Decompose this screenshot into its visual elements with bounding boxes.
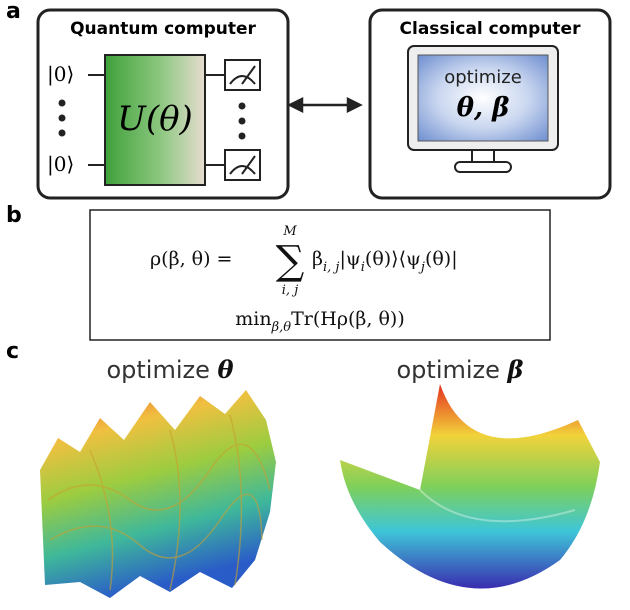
subscript: β,θ [271, 320, 292, 335]
objective: minβ,θTr(Hρ(β, θ)) [235, 308, 404, 335]
surface-title-symbol: θ [218, 355, 234, 384]
landscape-ridges [47, 414, 271, 591]
monitor-base [454, 161, 512, 173]
subscript: i, j [323, 260, 339, 275]
surface-title-symbol: β [507, 355, 524, 384]
monitor-stand [471, 149, 495, 163]
surface-title: optimize β [397, 355, 524, 384]
math-text: |ψ [339, 248, 360, 270]
exchange-arrow [287, 96, 363, 114]
surface-title-text: optimize [397, 356, 500, 384]
gate-label: U(θ) [117, 99, 193, 139]
sum-sign: ∑ [276, 238, 305, 284]
math-text: Tr(Hρ(β, θ)) [291, 308, 405, 330]
surface-title-text: optimize [106, 356, 209, 384]
equation-box [89, 209, 551, 341]
surface-title: optimize θ [106, 355, 233, 384]
quantum-title: Quantum computer [70, 19, 256, 39]
equation: ρ(β, θ) = ∑ M i, j βi, j|ψi(θ)⟩⟨ψj(θ)| m… [150, 224, 458, 335]
screen-params: θ, β [457, 93, 510, 123]
meters [224, 59, 261, 181]
math-text: β [312, 248, 323, 270]
panel-label: c [6, 339, 19, 364]
landscape-nonconvex [40, 390, 276, 598]
sum-lower: i, j [282, 283, 298, 298]
math-text: (θ)⟩⟨ψ [365, 248, 421, 270]
bowl-rim [419, 489, 576, 523]
screen-text: optimize [444, 67, 522, 88]
panel-label: a [6, 0, 21, 24]
math-text: min [235, 308, 271, 330]
math-text: (θ)| [425, 248, 458, 270]
input-state: |0⟩ [47, 152, 74, 177]
classical-title: Classical computer [400, 19, 582, 39]
input-state: |0⟩ [47, 62, 74, 87]
equation-lhs: ρ(β, θ) = [150, 248, 232, 270]
sum-upper: M [282, 224, 297, 239]
subscript: j [418, 260, 425, 275]
panel-label: b [6, 203, 22, 228]
gate-box [104, 54, 206, 186]
subscript: i [361, 260, 365, 275]
wires [88, 74, 225, 166]
summand: βi, j|ψi(θ)⟩⟨ψj(θ)| [312, 248, 458, 275]
screen [417, 54, 549, 142]
ellipsis [58, 99, 246, 140]
landscape-convex [340, 384, 600, 589]
